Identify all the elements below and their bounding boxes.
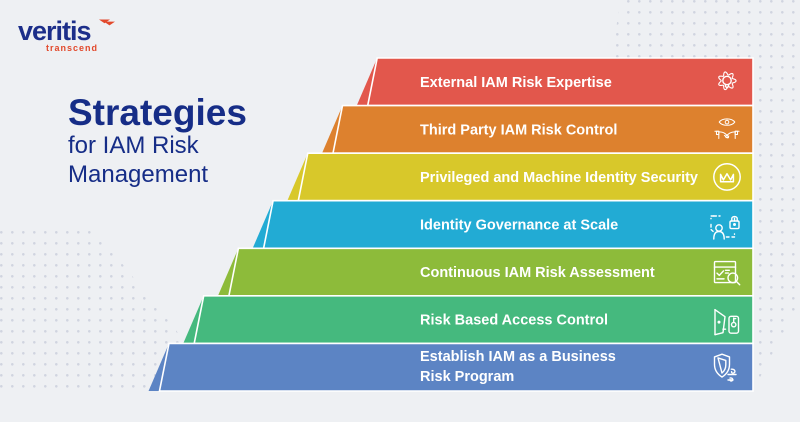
- svg-text:veritis: veritis: [18, 16, 91, 46]
- svg-text:Continuous IAM Risk Assessment: Continuous IAM Risk Assessment: [420, 265, 655, 281]
- svg-text:Third Party IAM Risk Control: Third Party IAM Risk Control: [420, 122, 617, 138]
- svg-text:External IAM Risk Expertise: External IAM Risk Expertise: [420, 75, 612, 91]
- svg-text:for IAM Risk: for IAM Risk: [68, 132, 200, 159]
- svg-text:Privileged and Machine Identit: Privileged and Machine Identity Security: [420, 170, 698, 186]
- svg-text:Risk Program: Risk Program: [420, 369, 514, 385]
- svg-text:Strategies: Strategies: [68, 92, 247, 133]
- svg-text:Identity Governance at Scale: Identity Governance at Scale: [420, 218, 618, 234]
- svg-text:transcend: transcend: [46, 43, 98, 53]
- svg-text:Management: Management: [68, 161, 208, 188]
- svg-text:Establish IAM as a Business: Establish IAM as a Business: [420, 349, 616, 365]
- svg-text:Risk Based Access Control: Risk Based Access Control: [420, 313, 608, 329]
